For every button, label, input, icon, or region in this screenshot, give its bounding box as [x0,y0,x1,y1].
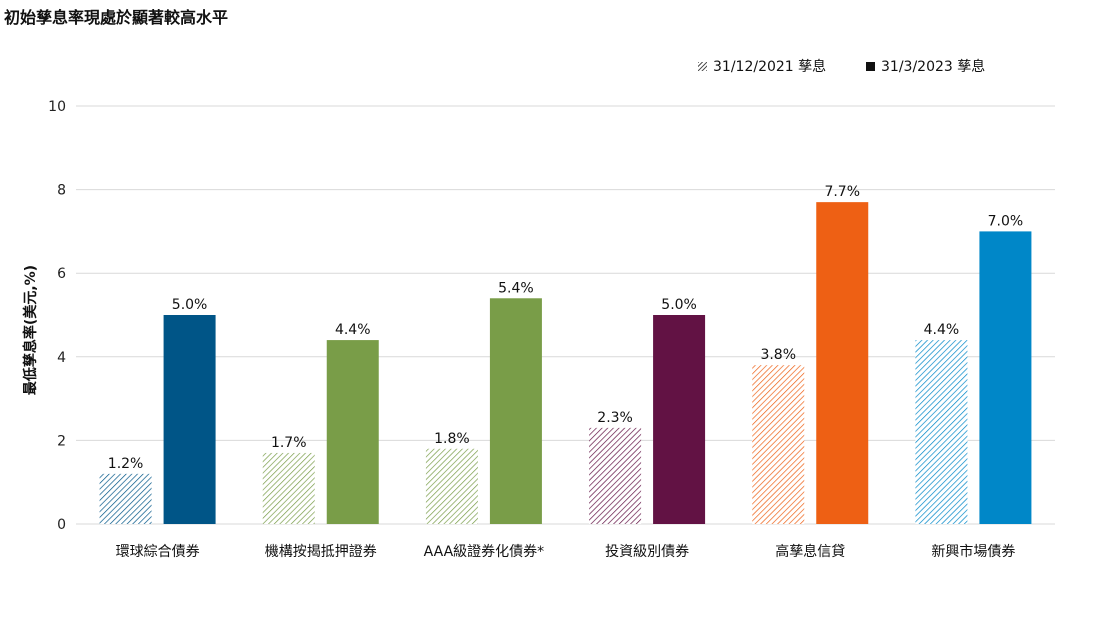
legend-item-2021: 31/12/2021 孳息 [698,56,826,76]
y-tick-label: 10 [48,99,66,115]
data-label: 5.0% [661,297,697,313]
chart-title: 初始孳息率現處於顯著較高水平 [4,8,229,27]
data-label: 7.0% [988,213,1024,229]
legend-swatch-solid [866,61,875,71]
data-label: 7.7% [824,184,860,200]
bar-2023 [653,315,706,524]
y-tick-label: 6 [57,266,66,282]
bar-2023 [326,340,379,524]
data-label: 3.8% [760,347,796,363]
legend-label-2021: 31/12/2021 孳息 [713,59,827,75]
bar-2021 [752,365,805,524]
data-label: 2.3% [597,410,633,426]
data-label: 5.0% [172,297,208,313]
data-label: 1.8% [434,431,470,447]
data-label: 4.4% [335,322,371,338]
data-label: 1.7% [271,435,307,451]
legend-swatch-hatched [698,61,707,71]
bar-2023 [489,298,542,524]
x-category-label: 機構按揭抵押證券 [265,543,377,560]
y-tick-label: 0 [57,517,66,533]
bar-2021 [589,427,642,524]
bar-2023 [979,231,1032,524]
data-label: 4.4% [924,322,960,338]
x-category-label: 新興市場債券 [931,543,1015,560]
y-tick-label: 2 [57,433,66,449]
bar-2021 [425,448,478,524]
x-category-label: 環球綜合債券 [116,544,200,560]
bar-2021 [262,452,315,524]
bar-2023 [163,315,216,524]
bar-2023 [816,202,869,524]
legend-item-2023: 31/3/2023 孳息 [866,56,985,76]
bar-2021 [99,473,152,524]
legend: 31/12/2021 孳息 31/3/2023 孳息 [0,56,1100,78]
x-category-label: AAA級證券化債券* [424,543,545,560]
bar-2021 [915,340,968,524]
y-tick-label: 4 [57,350,66,366]
x-category-label: 高孳息信貸 [775,543,845,560]
legend-label-2023: 31/3/2023 孳息 [881,59,986,75]
data-label: 5.4% [498,280,534,296]
x-category-label: 投資級別債券 [605,544,689,560]
data-label: 1.2% [108,456,144,472]
y-tick-label: 8 [57,183,66,199]
